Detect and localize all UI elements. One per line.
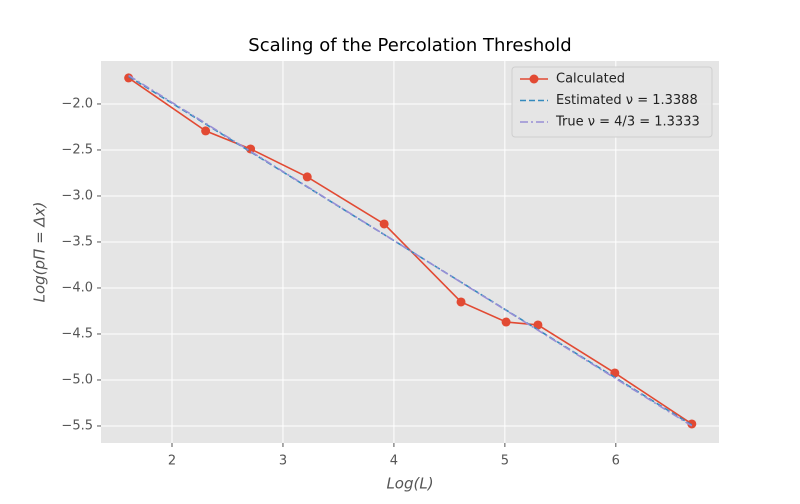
data-point [246, 144, 256, 154]
data-point [379, 219, 389, 229]
chart-title: Scaling of the Percolation Threshold [248, 35, 571, 56]
data-point [302, 172, 312, 182]
data-point [201, 126, 211, 136]
y-tick-label: −5.5 [61, 418, 93, 433]
legend: Calculated Estimated ν = 1.3388 True ν = 4… [511, 66, 713, 138]
x-tick-label: 2 [168, 454, 176, 469]
marks [124, 73, 697, 429]
legend-label: Calculated [556, 72, 625, 87]
legend-marker [529, 74, 539, 84]
x-tick-label: 5 [501, 454, 509, 469]
y-tick-label: −2.0 [61, 96, 93, 111]
data-point [533, 320, 543, 330]
x-tick-label: 6 [612, 454, 620, 469]
x-axis-label: Log(L) [386, 475, 433, 493]
y-axis-label: Log(pΠ = Δx) [31, 202, 49, 303]
series-line [128, 75, 693, 426]
series-line [128, 77, 693, 425]
y-tick-label: −4.0 [61, 280, 93, 295]
legend-label: Estimated ν = 1.3388 [556, 93, 698, 108]
data-point [687, 419, 697, 429]
y-tick-label: −3.0 [61, 188, 93, 203]
y-tick-label: −4.5 [61, 326, 93, 341]
legend-label: True ν = 4/3 = 1.3333 [555, 115, 700, 130]
x-tick-label: 4 [390, 454, 398, 469]
data-point [456, 297, 466, 307]
legend-box [511, 66, 713, 138]
data-point [501, 317, 511, 327]
y-tick-label: −3.5 [61, 234, 93, 249]
y-tick-label: −5.0 [61, 372, 93, 387]
series-line [128, 74, 693, 427]
x-tick-label: 3 [279, 454, 287, 469]
data-point [124, 73, 134, 83]
y-tick-label: −2.5 [61, 142, 93, 157]
